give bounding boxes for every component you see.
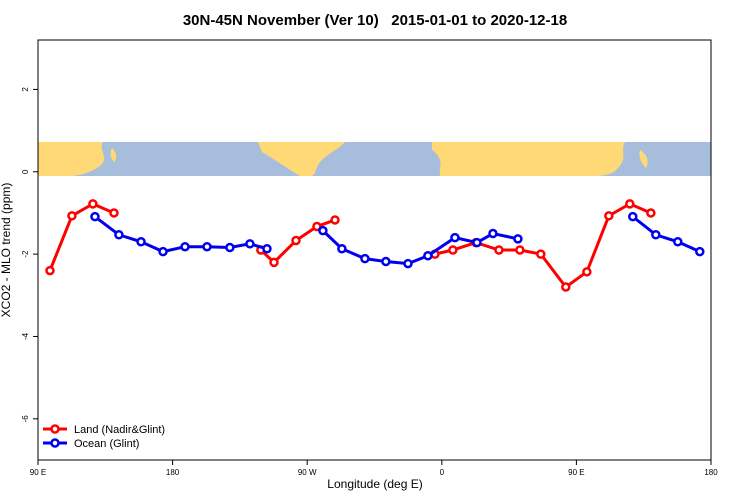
point	[628, 211, 638, 222]
x-tick-label: 180	[166, 468, 180, 477]
point	[625, 199, 635, 209]
point	[472, 237, 482, 248]
point	[318, 225, 328, 236]
point	[291, 235, 301, 246]
point	[423, 251, 433, 261]
point	[225, 242, 235, 253]
point	[360, 253, 370, 264]
plot-frame	[37, 39, 712, 461]
point	[494, 245, 504, 255]
y-tick-label: -2	[21, 250, 30, 258]
series-line	[94, 215, 701, 266]
point	[536, 249, 546, 259]
point	[67, 211, 77, 221]
point	[604, 211, 614, 221]
legend: Land (Nadir&Glint) Ocean (Glint)	[43, 424, 165, 450]
point	[513, 234, 523, 244]
point	[515, 245, 525, 255]
x-tick-label: 90 W	[298, 468, 317, 477]
point	[114, 230, 124, 240]
y-axis-label: XCO2 - MLO trend (ppm)	[0, 183, 13, 318]
point	[651, 230, 661, 240]
point	[582, 267, 592, 277]
legend-marker	[50, 424, 60, 434]
point	[245, 239, 255, 249]
x-tick-label: 0	[440, 468, 445, 477]
point	[695, 246, 705, 257]
legend-label: Ocean (Glint)	[74, 438, 139, 450]
point	[202, 241, 212, 252]
point	[262, 244, 272, 254]
point	[330, 215, 340, 225]
world-map-band	[38, 142, 711, 176]
point	[312, 221, 322, 232]
point	[88, 199, 98, 209]
point	[381, 256, 391, 267]
point	[448, 245, 458, 255]
x-tick-label: 90 E	[30, 468, 46, 477]
point	[136, 237, 146, 247]
chart-title: 30N-45N November (Ver 10) 2015-01-01 to …	[183, 12, 567, 29]
point	[109, 208, 119, 218]
point	[673, 237, 683, 247]
point	[180, 241, 190, 252]
point	[158, 246, 168, 257]
y-tick-label: -4	[21, 332, 30, 340]
y-tick-label: 2	[21, 87, 30, 92]
point	[45, 265, 55, 276]
y-tick-label: 0	[21, 169, 30, 174]
point	[561, 282, 571, 292]
point	[403, 258, 413, 269]
point	[337, 244, 347, 254]
x-tick-label: 180	[704, 468, 718, 477]
point	[450, 232, 460, 243]
point	[269, 257, 279, 268]
x-axis-label: Longitude (deg E)	[327, 477, 422, 491]
legend-marker	[50, 438, 60, 448]
point	[90, 211, 100, 222]
legend-label: Land (Nadir&Glint)	[74, 424, 165, 436]
point	[488, 228, 498, 239]
y-tick-label: -6	[21, 415, 30, 423]
point	[646, 208, 656, 218]
x-tick-label: 90 E	[568, 468, 584, 477]
